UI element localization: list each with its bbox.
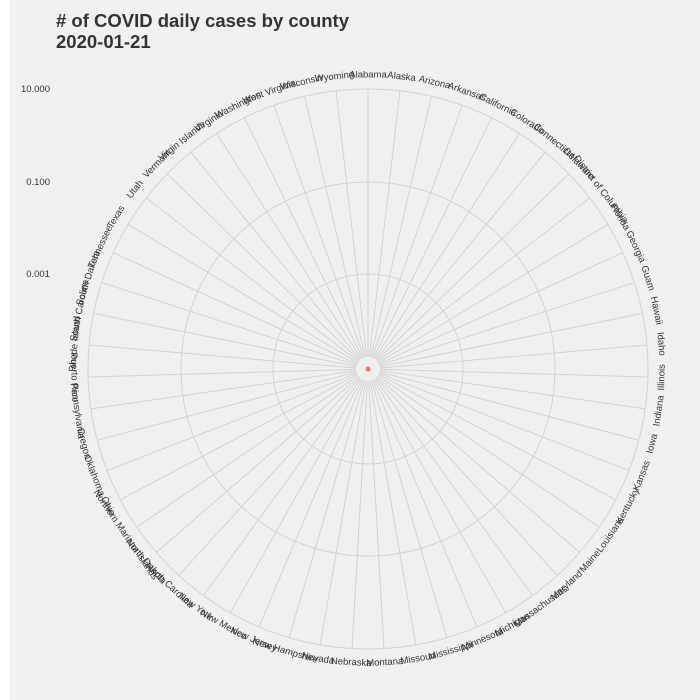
grid-spoke bbox=[120, 374, 358, 501]
grid-spoke bbox=[136, 375, 359, 528]
grid-spoke bbox=[229, 379, 363, 614]
grid-spoke bbox=[97, 371, 357, 441]
state-label: Kansas bbox=[631, 459, 653, 493]
grid-spoke bbox=[379, 370, 646, 410]
grid-spoke bbox=[90, 370, 357, 410]
grid-spoke bbox=[273, 105, 365, 358]
grid-spoke bbox=[379, 372, 630, 472]
grid-spoke bbox=[376, 376, 580, 553]
grid-spoke bbox=[375, 377, 558, 576]
chart-title-line-1: # of COVID daily cases by county bbox=[56, 10, 350, 31]
grid-spoke bbox=[101, 281, 357, 366]
state-label: Utah bbox=[125, 178, 146, 201]
grid-spoke bbox=[178, 377, 361, 576]
grid-spoke bbox=[93, 312, 357, 368]
grid-spoke bbox=[379, 368, 648, 378]
state-label: Georgia bbox=[623, 229, 647, 265]
grid-spoke bbox=[379, 281, 635, 366]
grid-spoke bbox=[379, 344, 648, 369]
state-label: Idaho bbox=[654, 332, 667, 357]
grid-spoke bbox=[370, 380, 448, 638]
grid-spoke bbox=[378, 252, 623, 365]
grid-spoke bbox=[378, 374, 616, 501]
grid-spoke bbox=[373, 379, 507, 614]
grid-spoke bbox=[372, 117, 492, 359]
state-label: Louisiana bbox=[595, 514, 627, 554]
state-label: Rhode Island bbox=[67, 315, 83, 372]
grid-spoke bbox=[88, 344, 357, 369]
grid-spoke bbox=[376, 173, 570, 361]
radial-tick-label: 0.001 bbox=[26, 269, 50, 280]
state-label: Missouri bbox=[400, 650, 437, 667]
state-label: Puerto Rico bbox=[68, 352, 80, 402]
state-label: Texas bbox=[105, 204, 127, 231]
grid-spoke bbox=[113, 252, 358, 365]
grid-spoke bbox=[304, 96, 366, 358]
radial-tick-label: 0.100 bbox=[26, 177, 50, 188]
state-label: Indiana bbox=[651, 394, 666, 427]
radial-tick-label: 10.000 bbox=[21, 84, 50, 95]
state-label: Illinois bbox=[656, 364, 668, 391]
grid-spoke bbox=[88, 368, 357, 378]
grid-spoke bbox=[127, 223, 358, 364]
grid-spoke bbox=[368, 380, 385, 649]
grid-spoke bbox=[106, 372, 357, 472]
grid-spoke bbox=[372, 379, 478, 628]
grid-spoke bbox=[379, 371, 639, 441]
grid-spoke bbox=[351, 380, 368, 649]
grid-spoke bbox=[145, 197, 359, 363]
grid-spoke bbox=[203, 378, 362, 596]
state-label: Montana bbox=[366, 656, 404, 669]
grid-spoke bbox=[369, 380, 417, 645]
grid-spoke bbox=[244, 117, 364, 359]
grid-spoke bbox=[374, 378, 533, 596]
grid-spoke bbox=[377, 197, 591, 363]
chart-title-line-2: 2020-01-21 bbox=[56, 31, 151, 52]
grid-spoke bbox=[371, 105, 463, 358]
grid-spoke bbox=[190, 151, 361, 361]
state-label: Maine bbox=[578, 548, 603, 575]
state-label: Alabama bbox=[349, 70, 387, 81]
state-label: Nebraska bbox=[331, 656, 373, 669]
grid-spoke bbox=[216, 133, 362, 360]
state-label: Wyoming bbox=[314, 69, 355, 84]
data-point bbox=[365, 366, 371, 372]
state-label: Tennessee bbox=[86, 224, 115, 270]
grid-spoke bbox=[166, 173, 360, 361]
state-label: Guam bbox=[638, 264, 656, 292]
grid-spoke bbox=[258, 379, 364, 628]
state-label: Iowa bbox=[644, 432, 660, 455]
grid-spoke bbox=[378, 223, 609, 364]
grid-spoke bbox=[379, 312, 643, 368]
grid-spoke bbox=[288, 380, 366, 638]
grid-spoke bbox=[368, 90, 401, 358]
chart-title: # of COVID daily cases by county 2020-01… bbox=[56, 10, 349, 52]
grid-spoke bbox=[335, 90, 368, 358]
grid-spoke bbox=[375, 151, 546, 361]
state-label: Hawaii bbox=[648, 296, 664, 326]
grid-spoke bbox=[370, 96, 432, 358]
grid-spoke bbox=[377, 375, 600, 528]
grid-spoke bbox=[319, 380, 367, 645]
state-label: Alaska bbox=[387, 70, 417, 84]
grid-spoke bbox=[374, 133, 520, 360]
grid-spoke bbox=[156, 376, 360, 553]
